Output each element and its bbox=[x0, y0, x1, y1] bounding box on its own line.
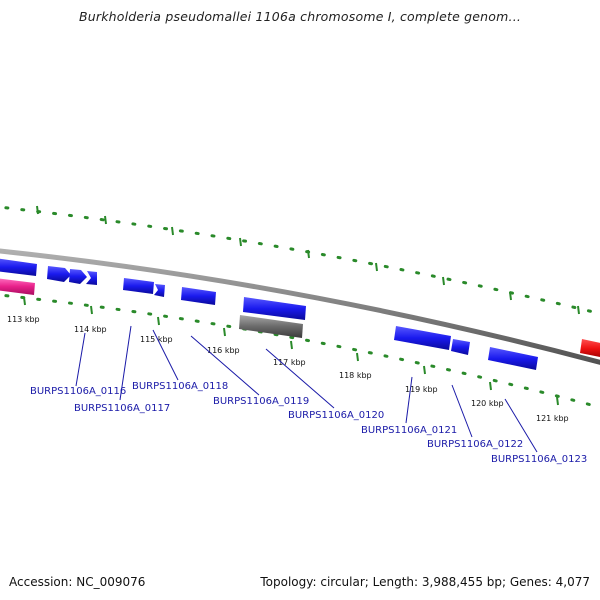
gene-feature[interactable] bbox=[69, 269, 87, 284]
gene-label[interactable]: BURPS1106A_0120 bbox=[288, 410, 384, 421]
kbp-label: 118 kbp bbox=[339, 371, 372, 380]
gene-feature[interactable] bbox=[0, 258, 37, 276]
kbp-label: 119 kbp bbox=[405, 385, 438, 394]
kbp-labels: 113 kbp 114 kbp 115 kbp 116 kbp 117 kbp … bbox=[7, 315, 569, 423]
gene-feature[interactable] bbox=[580, 339, 600, 358]
gene-feature[interactable] bbox=[181, 287, 216, 305]
gene-label[interactable]: BURPS1106A_0119 bbox=[213, 396, 309, 407]
gene-feature[interactable] bbox=[86, 271, 97, 285]
genome-summary-text: Topology: circular; Length: 3,988,455 bp… bbox=[260, 575, 590, 589]
gene-labels[interactable]: BURPS1106A_0116 BURPS1106A_0117 BURPS110… bbox=[30, 381, 587, 465]
gene-label-leaders bbox=[75, 325, 538, 453]
gene-feature[interactable] bbox=[0, 278, 35, 295]
kbp-label: 116 kbp bbox=[207, 346, 240, 355]
gene-feature[interactable] bbox=[123, 278, 154, 294]
accession-text: Accession: NC_009076 bbox=[9, 575, 146, 589]
map-title: Burkholderia pseudomallei 1106a chromoso… bbox=[78, 9, 522, 24]
gene-label[interactable]: BURPS1106A_0121 bbox=[361, 425, 457, 436]
kbp-label: 120 kbp bbox=[471, 399, 504, 408]
gene-feature[interactable] bbox=[239, 315, 303, 338]
kbp-label: 115 kbp bbox=[140, 335, 173, 344]
kbp-label: 113 kbp bbox=[7, 315, 40, 324]
gene-feature[interactable] bbox=[47, 266, 71, 282]
outer-major-ticks bbox=[36, 205, 580, 315]
gene-label[interactable]: BURPS1106A_0122 bbox=[427, 439, 523, 450]
inner-major-ticks bbox=[23, 296, 559, 406]
chromosome-backbone bbox=[0, 248, 600, 365]
gene-label[interactable]: BURPS1106A_0116 bbox=[30, 386, 126, 397]
gene-label[interactable]: BURPS1106A_0117 bbox=[74, 403, 170, 414]
kbp-label: 114 kbp bbox=[74, 325, 107, 334]
gene-feature[interactable] bbox=[451, 339, 470, 355]
gene-feature[interactable] bbox=[243, 297, 306, 320]
gene-feature[interactable] bbox=[488, 347, 538, 370]
kbp-label: 117 kbp bbox=[273, 358, 306, 367]
gene-label[interactable]: BURPS1106A_0123 bbox=[491, 454, 587, 465]
kbp-label: 121 kbp bbox=[536, 414, 569, 423]
gene-label[interactable]: BURPS1106A_0118 bbox=[132, 381, 228, 392]
gene-features[interactable] bbox=[0, 258, 600, 370]
gene-feature[interactable] bbox=[394, 326, 451, 350]
gene-feature[interactable] bbox=[154, 284, 165, 297]
